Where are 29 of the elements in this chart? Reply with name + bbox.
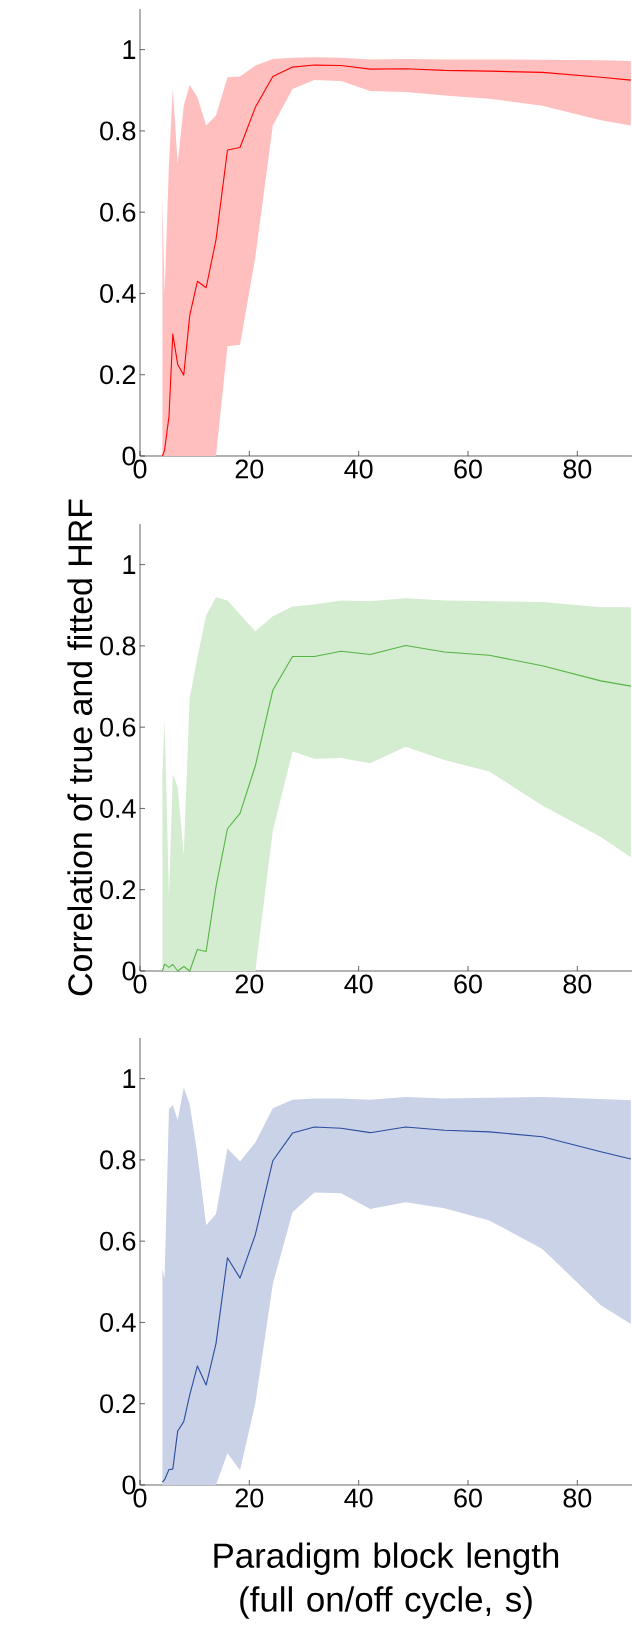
y-tick-label: 0.8 [99, 636, 136, 656]
y-tick-label: 1 [123, 40, 135, 59]
y-tick-label: 1 [123, 1069, 135, 1088]
y-tick-label: 0.8 [99, 1150, 136, 1170]
x-tick-label: 60 [454, 1488, 482, 1508]
y-tick-label: 0.6 [99, 717, 136, 737]
y-tick-label: 0.4 [99, 283, 136, 303]
y-tick-label: 0.6 [99, 202, 136, 222]
y-tick-label: 0.4 [99, 1312, 136, 1332]
y-tick-label: 0.2 [99, 1394, 135, 1414]
x-tick-label: 80 [563, 1488, 592, 1508]
y-tick-label: 0.6 [99, 1231, 136, 1251]
x-tick-label: 80 [563, 459, 592, 479]
x-tick-label: 20 [235, 459, 264, 479]
x-tick-label: 20 [235, 974, 264, 994]
y-tick-label: 0.2 [99, 365, 135, 385]
x-axis-title: Paradigm block length (full on/off cycle, s) [214, 1542, 558, 1619]
y-tick-label: 0.8 [99, 121, 136, 141]
y-tick-label: 0.2 [99, 880, 135, 900]
x-tick-label: 60 [454, 459, 482, 479]
x-tick-label: 60 [454, 974, 482, 994]
y-axis-title: Correlation of true and fitted HRF [67, 499, 93, 996]
x-tick-label: 40 [344, 459, 373, 479]
x-tick-label: 20 [235, 1488, 264, 1508]
y-tick-label: 1 [123, 555, 135, 574]
x-tick-label: 80 [563, 974, 592, 994]
x-tick-label: 40 [344, 974, 373, 994]
x-tick-label: 40 [344, 1488, 373, 1508]
y-tick-label: 0.4 [99, 798, 136, 818]
